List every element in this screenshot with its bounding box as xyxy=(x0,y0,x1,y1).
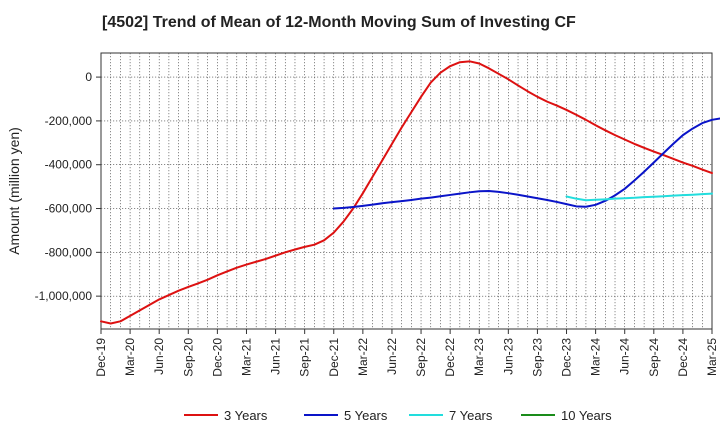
x-tick-label: Dec-20 xyxy=(210,338,224,377)
chart-title: [4502] Trend of Mean of 12-Month Moving … xyxy=(102,14,576,31)
legend-label: 5 Years xyxy=(344,408,388,423)
series-line-3-years xyxy=(100,60,713,325)
x-axis-ticks: Dec-19 Mar-20 Jun-20 Sep-20 Dec-20 Mar-21 Jun-… xyxy=(94,329,719,377)
x-tick-label: Mar-21 xyxy=(239,338,253,376)
x-tick-label: Mar-24 xyxy=(589,338,603,376)
x-tick-label: Jun-20 xyxy=(152,338,166,375)
x-tick-label: Dec-22 xyxy=(443,338,457,377)
y-tick-label: -600,000 xyxy=(45,202,93,216)
series-layer xyxy=(100,60,720,325)
x-tick-label: Jun-24 xyxy=(618,338,632,375)
x-tick-label: Dec-24 xyxy=(676,338,690,377)
x-tick-label: Mar-25 xyxy=(705,338,719,376)
y-tick-label: -1,000,000 xyxy=(35,289,93,303)
x-tick-label: Sep-20 xyxy=(181,338,195,377)
x-tick-label: Dec-23 xyxy=(560,338,574,377)
y-tick-label: -400,000 xyxy=(45,158,93,172)
series-line-5-years xyxy=(332,117,720,210)
plot-area xyxy=(100,52,713,330)
series-line-7-years xyxy=(565,192,713,202)
x-tick-label: Sep-24 xyxy=(647,338,661,377)
legend: 3 Years 5 Years 7 Years 10 Years xyxy=(184,408,612,423)
y-tick-label: 0 xyxy=(85,70,92,84)
x-tick-label: Mar-23 xyxy=(472,338,486,376)
y-tick-label: -800,000 xyxy=(45,245,93,259)
legend-label: 3 Years xyxy=(224,408,268,423)
x-tick-label: Sep-23 xyxy=(530,338,544,377)
x-tick-label: Mar-22 xyxy=(356,338,370,376)
legend-label: 7 Years xyxy=(449,408,493,423)
x-tick-label: Jun-22 xyxy=(385,338,399,375)
y-axis-ticks: 0 -200,000 -400,000 -600,000 -800,000 -1,000,… xyxy=(35,70,101,303)
x-tick-label: Sep-22 xyxy=(414,338,428,377)
grid-layer xyxy=(101,53,712,329)
legend-label: 10 Years xyxy=(561,408,612,423)
x-tick-label: Dec-19 xyxy=(94,338,108,377)
x-tick-label: Dec-21 xyxy=(327,338,341,377)
x-tick-label: Sep-21 xyxy=(298,338,312,377)
x-tick-label: Mar-20 xyxy=(123,338,137,376)
x-tick-label: Jun-23 xyxy=(501,338,515,375)
x-tick-label: Jun-21 xyxy=(269,338,283,375)
y-axis-label: Amount (million yen) xyxy=(6,127,22,255)
y-tick-label: -200,000 xyxy=(45,114,93,128)
